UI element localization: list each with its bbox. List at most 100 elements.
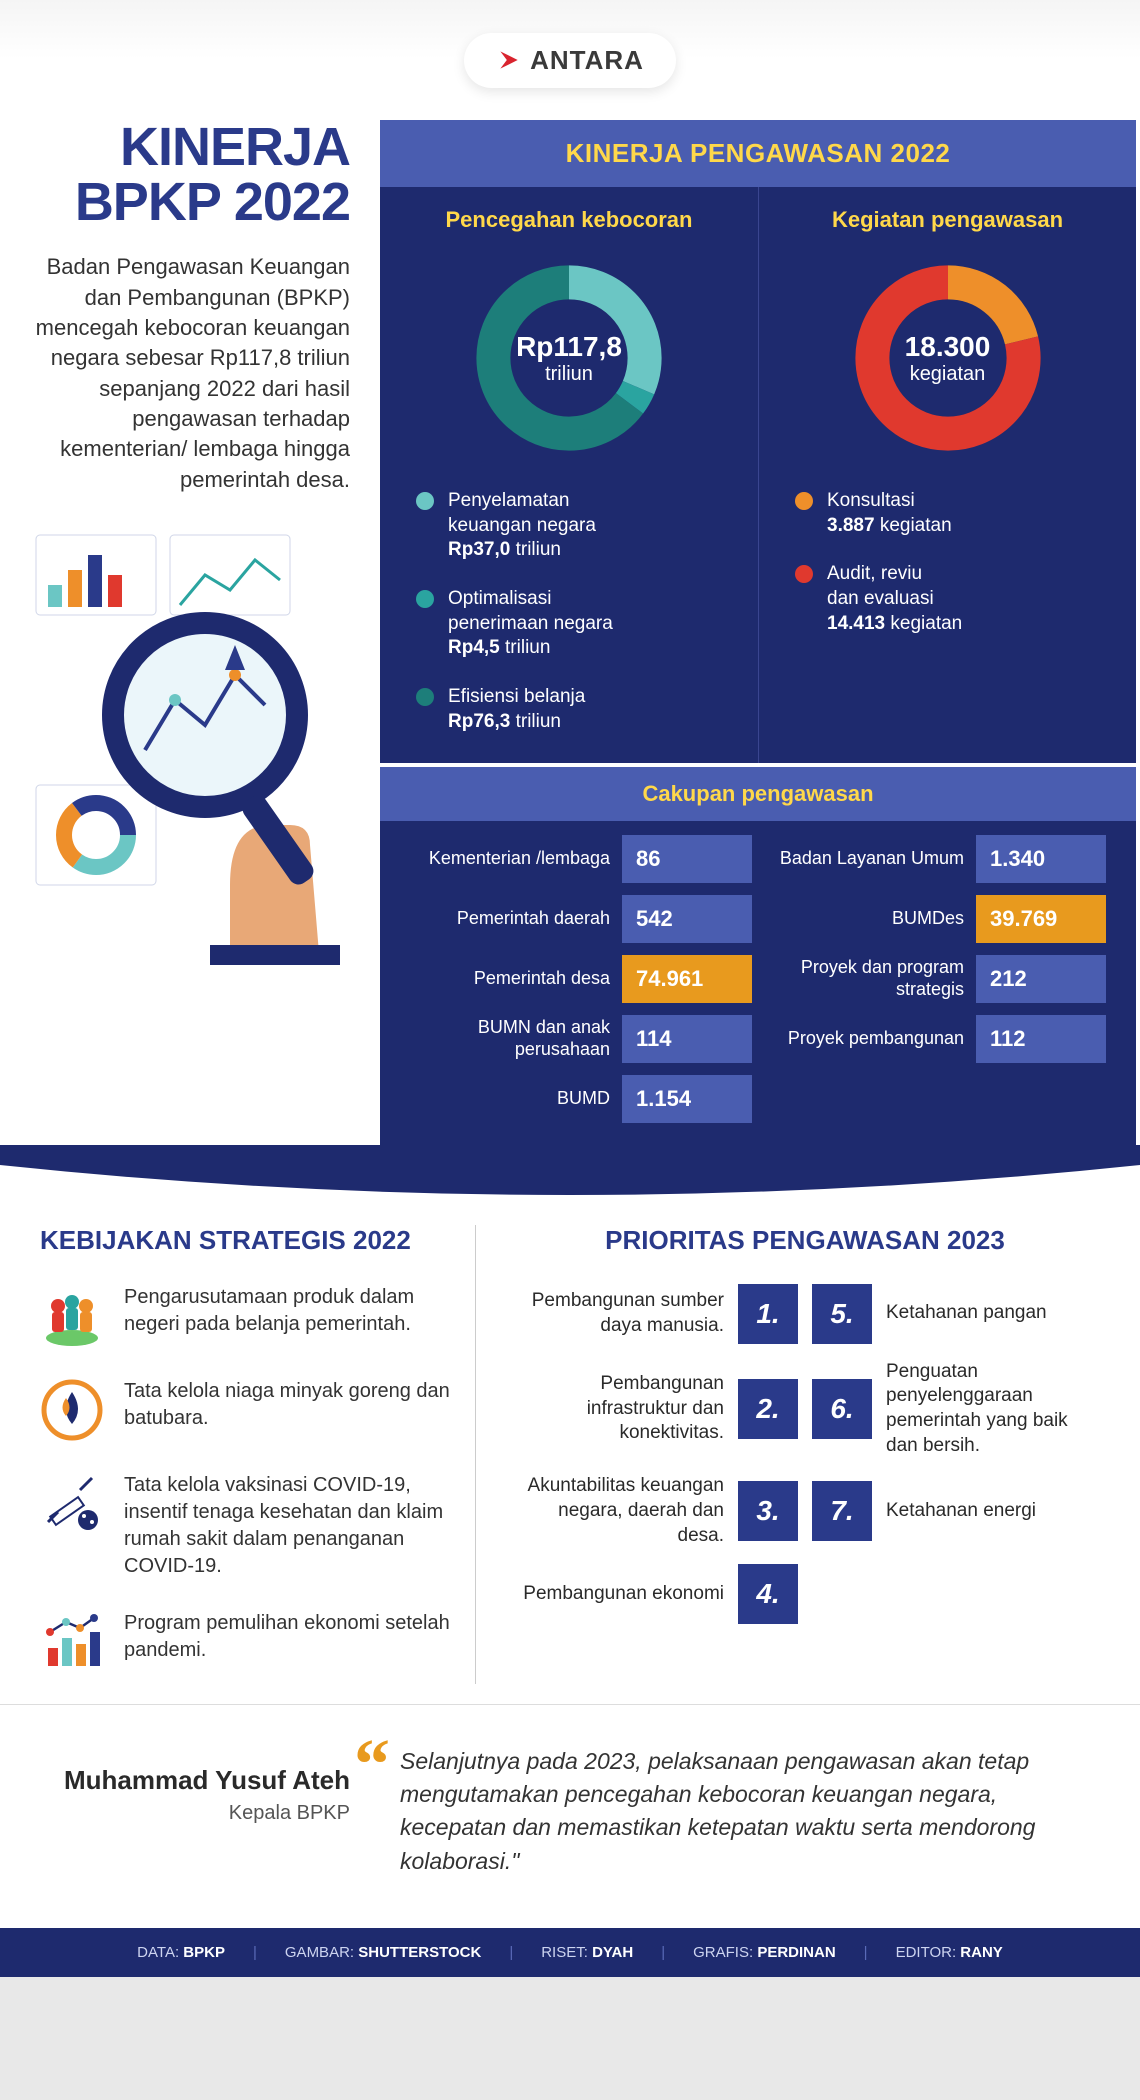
scope-title: Cakupan pengawasan: [380, 767, 1136, 821]
vaccine-icon: [40, 1472, 104, 1536]
bar-chart-icon: [40, 1610, 104, 1674]
legend-dot-icon: [416, 590, 434, 608]
scope-label: BUMN dan anak perusahaan: [410, 1017, 610, 1060]
scope-label: Badan Layanan Umum: [764, 848, 964, 870]
footer-credit: GAMBAR: SHUTTERSTOCK: [285, 1944, 481, 1961]
scope-row: Kementerian /lembaga 86 Badan Layanan Um…: [380, 829, 1136, 889]
policies-section: KEBIJAKAN STRATEGIS 2022 Pengarusutamaan…: [40, 1225, 470, 1674]
panel-title: KINERJA PENGAWASAN 2022: [380, 120, 1136, 187]
scope-value: 212: [976, 955, 1106, 1003]
scope-label: BUMDes: [764, 908, 964, 930]
legend-item: Efisiensi belanjaRp76,3 triliun: [416, 685, 730, 734]
vertical-divider: [475, 1225, 476, 1684]
title-line-1: KINERJA: [30, 120, 350, 175]
policy-item: Tata kelola vaksinasi COVID-19, insentif…: [40, 1472, 470, 1580]
policy-text: Pengarusutamaan produk dalam negeri pada…: [124, 1284, 470, 1338]
scope-row: Pemerintah daerah 542 BUMDes 39.769: [380, 889, 1136, 949]
scope-row: BUMD 1.154: [380, 1069, 1136, 1129]
scope-label: Kementerian /lembaga: [410, 848, 610, 870]
legend-text: Optimalisasipenerimaan negaraRp4,5 trili…: [448, 587, 613, 661]
legend-text: Audit, reviudan evaluasi14.413 kegiatan: [827, 562, 962, 636]
policy-item: Pengarusutamaan produk dalam negeri pada…: [40, 1284, 470, 1348]
policy-item: Program pemulihan ekonomi setelah pandem…: [40, 1610, 470, 1674]
quote-row: Muhammad Yusuf Ateh Kepala BPKP “ Selanj…: [0, 1704, 1140, 1928]
scope-value: 1.340: [976, 835, 1106, 883]
scope-panel: Cakupan pengawasan Kementerian /lembaga …: [380, 767, 1136, 1145]
legend-item: Optimalisasipenerimaan negaraRp4,5 trili…: [416, 587, 730, 661]
priority-label: Ketahanan energi: [886, 1499, 1100, 1524]
footer-credit: EDITOR: RANY: [896, 1944, 1003, 1961]
right-column: KINERJA PENGAWASAN 2022 Pencegahan keboc…: [380, 120, 1136, 1145]
donut-right-wrap: 18.300 kegiatan: [787, 253, 1108, 463]
scope-value: 114: [622, 1015, 752, 1063]
donut-left-big: Rp117,8: [516, 331, 622, 363]
quote-mark-icon: “: [354, 1723, 390, 1806]
panel-body: Pencegahan kebocoran Rp117,8 triliun: [380, 187, 1136, 763]
donut-right-big: 18.300: [905, 331, 991, 363]
logo-badge: ANTARA: [464, 33, 676, 88]
author-name: Muhammad Yusuf Ateh: [50, 1765, 350, 1796]
scope-value: 74.961: [622, 955, 752, 1003]
intro-column: KINERJA BPKP 2022 Badan Pengawasan Keuan…: [30, 120, 360, 1145]
bottom-wrap: KEBIJAKAN STRATEGIS 2022 Pengarusutamaan…: [0, 1215, 1140, 1704]
curve-divider: [0, 1145, 1140, 1215]
priorities-grid: Pembangunan sumber daya manusia. 1. 5.Ke…: [510, 1284, 1100, 1625]
legend-dot-icon: [416, 492, 434, 510]
panel-right: Kegiatan pengawasan 18.300 kegiatan: [758, 187, 1136, 763]
scope-value: 1.154: [622, 1075, 752, 1123]
scope-body: Kementerian /lembaga 86 Badan Layanan Um…: [380, 821, 1136, 1145]
priority-label: Pembangunan sumber daya manusia.: [510, 1289, 724, 1338]
scope-row: Pemerintah desa 74.961 Proyek dan progra…: [380, 949, 1136, 1009]
footer-sep: |: [864, 1944, 868, 1961]
legend-dot-icon: [795, 565, 813, 583]
legend-right: Konsultasi3.887 kegiatan Audit, reviudan…: [787, 489, 1108, 636]
policy-text: Program pemulihan ekonomi setelah pandem…: [124, 1610, 470, 1664]
quote-text: Selanjutnya pada 2023, pelaksanaan penga…: [400, 1745, 1090, 1878]
scope-label: Pemerintah desa: [410, 968, 610, 990]
scope-label: Proyek pembangunan: [764, 1028, 964, 1050]
header: ANTARA: [0, 0, 1140, 120]
logo-text: ANTARA: [530, 45, 644, 76]
scope-label: Proyek dan program strategis: [764, 957, 964, 1000]
logo-mark-icon: [496, 47, 522, 73]
footer: DATA: BPKP|GAMBAR: SHUTTERSTOCK|RISET: D…: [0, 1928, 1140, 1977]
scope-value: 112: [976, 1015, 1106, 1063]
priority-number: 7.: [812, 1481, 872, 1541]
footer-sep: |: [253, 1944, 257, 1961]
scope-label: Pemerintah daerah: [410, 908, 610, 930]
legend-text: Konsultasi3.887 kegiatan: [827, 489, 952, 538]
priority-label: Pembangunan infrastruktur dan konektivit…: [510, 1372, 724, 1446]
sub-title-left: Pencegahan kebocoran: [408, 207, 730, 233]
priorities-section: PRIORITAS PENGAWASAN 2023 Pembangunan su…: [510, 1225, 1100, 1674]
title-line-2: BPKP 2022: [30, 175, 350, 230]
priority-label: Pembangunan ekonomi: [510, 1582, 724, 1607]
donut-left-center: Rp117,8 triliun: [464, 253, 674, 463]
people-globe-icon: [40, 1284, 104, 1348]
magnifier-charts-icon: [30, 525, 340, 965]
supervision-panel: KINERJA PENGAWASAN 2022 Pencegahan keboc…: [380, 120, 1136, 763]
panel-left: Pencegahan kebocoran Rp117,8 triliun: [380, 187, 758, 763]
scope-label: BUMD: [410, 1088, 610, 1110]
priority-label: Penguatan penyelenggaraan pemerintah yan…: [886, 1360, 1100, 1459]
scope-value: 86: [622, 835, 752, 883]
legend-item: Audit, reviudan evaluasi14.413 kegiatan: [795, 562, 1108, 636]
quote-body: “ Selanjutnya pada 2023, pelaksanaan pen…: [380, 1745, 1090, 1878]
policy-item: Tata kelola niaga minyak goreng dan batu…: [40, 1378, 470, 1442]
oil-drop-icon: [40, 1378, 104, 1442]
priority-number: 3.: [738, 1481, 798, 1541]
author-role: Kepala BPKP: [50, 1802, 350, 1825]
footer-credit: GRAFIS: PERDINAN: [693, 1944, 836, 1961]
scope-value: 39.769: [976, 895, 1106, 943]
intro-text: Badan Pengawasan Keuangan dan Pembanguna…: [30, 252, 350, 495]
page: ANTARA KINERJA BPKP 2022 Badan Pengawasa…: [0, 0, 1140, 1977]
donut-left-small: triliun: [545, 363, 593, 386]
policy-text: Tata kelola vaksinasi COVID-19, insentif…: [124, 1472, 470, 1580]
priority-label: Ketahanan pangan: [886, 1301, 1100, 1326]
top-grid: KINERJA BPKP 2022 Badan Pengawasan Keuan…: [0, 120, 1140, 1145]
legend-left: Penyelamatankeuangan negaraRp37,0 triliu…: [408, 489, 730, 735]
priorities-title: PRIORITAS PENGAWASAN 2023: [510, 1225, 1100, 1256]
legend-text: Efisiensi belanjaRp76,3 triliun: [448, 685, 585, 734]
policy-list: Pengarusutamaan produk dalam negeri pada…: [40, 1284, 470, 1674]
legend-dot-icon: [416, 688, 434, 706]
legend-item: Penyelamatankeuangan negaraRp37,0 triliu…: [416, 489, 730, 563]
